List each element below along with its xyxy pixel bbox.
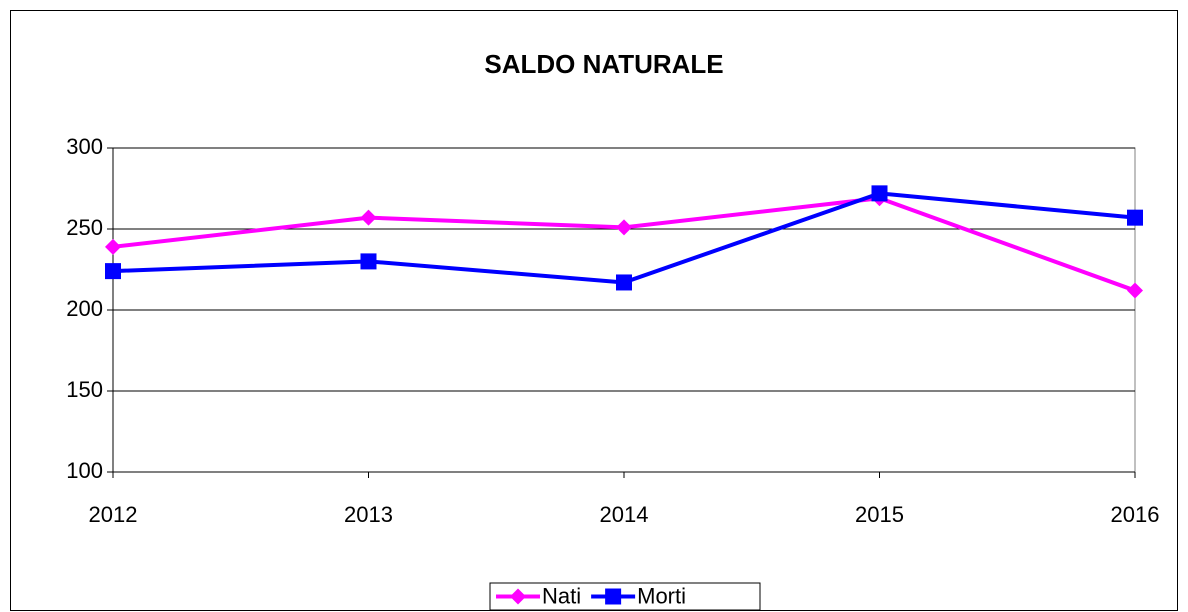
y-tick-label: 200 bbox=[66, 296, 103, 321]
x-tick-label: 2012 bbox=[89, 502, 138, 527]
data-point bbox=[105, 238, 121, 255]
legend-label: Morti bbox=[637, 583, 686, 608]
data-point bbox=[105, 263, 121, 280]
data-point bbox=[1127, 209, 1143, 226]
x-tick-label: 2013 bbox=[344, 502, 393, 527]
data-point bbox=[1127, 282, 1143, 299]
y-tick-label: 250 bbox=[66, 215, 103, 240]
legend-marker bbox=[605, 588, 622, 605]
data-point bbox=[360, 253, 377, 270]
chart-title: SALDO NATURALE bbox=[484, 49, 723, 79]
data-point bbox=[871, 185, 888, 202]
legend-label: Nati bbox=[542, 583, 581, 608]
x-tick-label: 2016 bbox=[1111, 502, 1160, 527]
legend-marker bbox=[510, 588, 526, 605]
data-point bbox=[616, 274, 632, 291]
data-point bbox=[616, 219, 632, 236]
data-point bbox=[360, 209, 377, 226]
y-tick-label: 300 bbox=[66, 134, 103, 159]
x-tick-label: 2015 bbox=[855, 502, 904, 527]
y-tick-label: 150 bbox=[66, 377, 103, 402]
y-tick-label: 100 bbox=[66, 458, 103, 483]
x-tick-label: 2014 bbox=[600, 502, 649, 527]
